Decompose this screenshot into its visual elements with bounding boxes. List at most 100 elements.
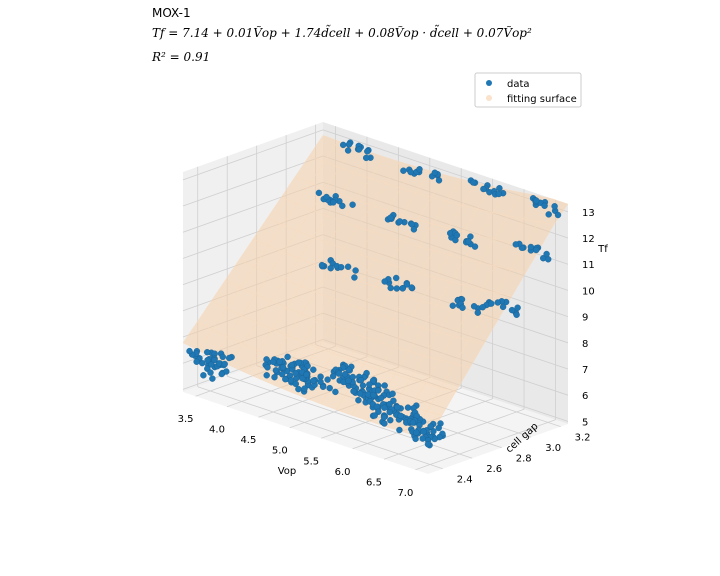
data-point	[541, 202, 548, 210]
chart-r-squared: R² = 0.91	[152, 50, 211, 64]
data-point	[514, 304, 521, 311]
x-tick-label: 5.0	[272, 446, 288, 457]
data-point	[386, 408, 393, 416]
data-point	[366, 381, 373, 388]
data-point	[397, 412, 404, 419]
data-point	[357, 377, 365, 384]
data-point	[221, 360, 228, 368]
data-point	[339, 202, 346, 210]
data-point	[350, 388, 357, 395]
data-point	[330, 199, 337, 206]
data-point	[282, 376, 289, 383]
data-point	[349, 201, 356, 208]
data-point	[474, 309, 481, 316]
data-point	[479, 304, 486, 311]
x-tick-label: 4.0	[209, 425, 225, 436]
data-point	[292, 380, 299, 388]
data-point	[419, 435, 426, 442]
data-point	[279, 371, 286, 378]
data-point	[317, 378, 324, 385]
grid-z-left	[182, 155, 324, 207]
data-point	[203, 349, 211, 356]
data-point	[295, 385, 302, 393]
data-point	[527, 243, 535, 251]
x-axis-label: Vop	[278, 466, 297, 477]
x-tick-label: 6.0	[335, 467, 351, 478]
legend-label-surface: fitting surface	[507, 94, 577, 105]
data-point	[310, 366, 317, 373]
data-point	[545, 211, 552, 218]
z-tick-label: 7	[582, 365, 588, 376]
data-point	[408, 284, 415, 291]
data-point	[374, 387, 382, 394]
data-point	[263, 356, 270, 363]
data-point	[207, 369, 214, 376]
data-point	[324, 376, 331, 383]
y-tick-label: 3.0	[545, 443, 561, 454]
data-point	[364, 391, 372, 398]
data-point	[356, 390, 364, 397]
x-tick-label: 5.5	[303, 456, 319, 467]
data-point	[533, 246, 540, 254]
data-point	[351, 274, 358, 281]
data-point	[193, 358, 200, 365]
z-tick-label: 6	[582, 391, 588, 402]
data-point	[315, 189, 323, 197]
data-point	[272, 367, 280, 374]
legend: data fitting surface	[474, 72, 582, 108]
data-point	[327, 265, 334, 272]
data-point	[329, 373, 337, 380]
data-point	[554, 211, 562, 219]
data-point	[431, 169, 438, 176]
data-point	[381, 382, 388, 389]
data-point	[364, 148, 371, 155]
data-point	[480, 185, 487, 193]
data-point	[271, 374, 278, 381]
legend-box	[474, 72, 582, 108]
grid-y-floor	[197, 386, 443, 470]
x-tick-label: 7.0	[397, 488, 413, 499]
data-point	[416, 166, 423, 173]
data-point	[459, 304, 466, 311]
data-point	[211, 356, 218, 364]
legend-marker-surface	[486, 95, 492, 101]
y-tick-label: 2.4	[457, 475, 473, 486]
data-point	[355, 397, 362, 404]
data-point	[370, 391, 377, 399]
data-point	[335, 370, 343, 377]
fitting-surface	[182, 134, 569, 440]
data-point	[471, 243, 479, 250]
data-point	[319, 383, 327, 390]
data-point	[264, 364, 271, 371]
grid-x-floor	[383, 408, 525, 460]
data-point	[513, 311, 520, 318]
y-tick-label: 2.6	[486, 464, 502, 475]
data-point	[318, 261, 326, 269]
data-point	[393, 285, 400, 292]
z-tick-label: 13	[582, 208, 595, 219]
z-tick-label: 9	[582, 313, 588, 324]
z-tick-label: 8	[582, 339, 588, 350]
data-point	[409, 419, 417, 426]
data-point	[284, 353, 291, 361]
data-point	[287, 377, 295, 384]
data-point	[332, 388, 339, 396]
data-point	[387, 214, 394, 221]
data-point	[488, 300, 495, 307]
data-point	[508, 306, 516, 314]
data-point	[470, 303, 478, 310]
data-point	[340, 141, 347, 149]
data-point	[387, 284, 394, 292]
data-point	[352, 267, 359, 274]
data-point	[269, 358, 277, 365]
z-tick-label: 5	[582, 417, 588, 428]
z-tick-label: 10	[582, 286, 595, 297]
data-point	[345, 141, 353, 148]
data-point	[279, 364, 287, 371]
data-point	[225, 354, 233, 362]
data-point	[407, 168, 414, 176]
data-point	[345, 377, 352, 384]
data-point	[186, 347, 193, 355]
data-point	[494, 299, 501, 306]
data-point	[399, 285, 406, 292]
